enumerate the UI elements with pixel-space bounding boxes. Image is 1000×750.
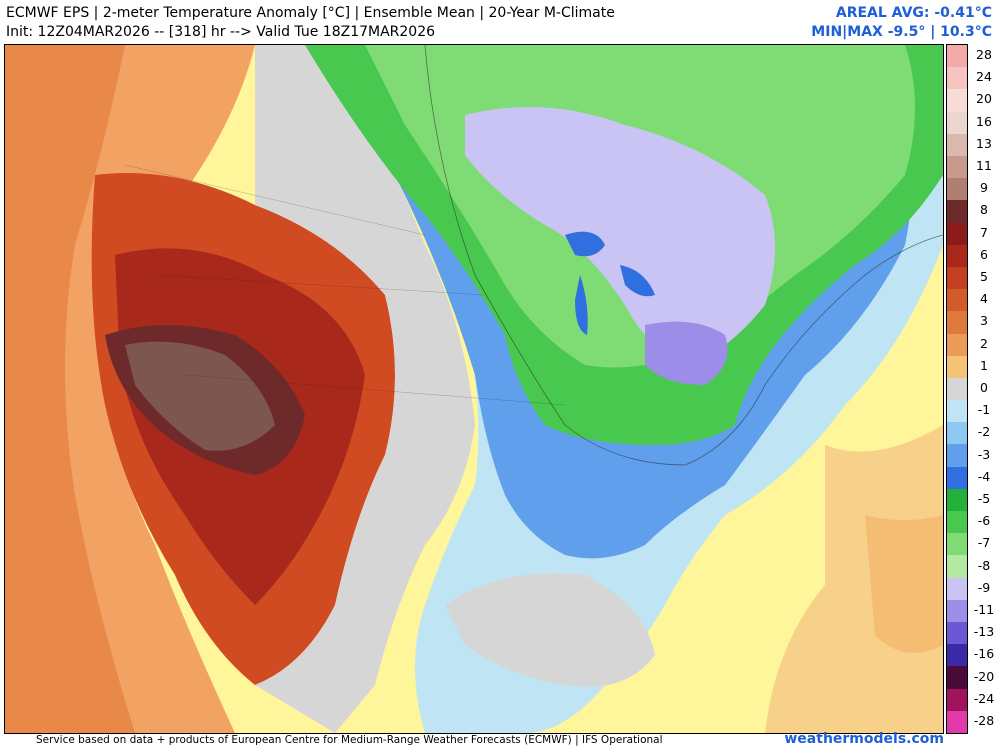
scale-label: -4 (977, 468, 991, 484)
scale-label: 3 (980, 313, 988, 329)
scale-label: -8 (977, 557, 991, 573)
scale-label: -5 (977, 490, 991, 506)
gulf-neutral (445, 573, 655, 687)
scale-label: -20 (973, 668, 995, 684)
scale-swatch (947, 155, 967, 179)
scale-swatch (947, 533, 967, 556)
scale-label: -3 (977, 446, 991, 462)
scale-swatch (947, 622, 967, 645)
scale-label: -1 (977, 402, 991, 418)
scale-label: 20 (976, 91, 992, 107)
anomaly-map-svg (5, 45, 943, 733)
scale-label: 16 (976, 113, 992, 129)
scale-swatch (947, 511, 967, 534)
scale-swatch (947, 666, 967, 690)
state-borders (124, 164, 566, 406)
scale-swatch (947, 333, 967, 357)
scale-label: -16 (973, 646, 995, 662)
scale-swatch (947, 688, 967, 712)
scale-swatch (947, 289, 967, 312)
neutral-band (255, 45, 475, 733)
scale-label: 11 (976, 158, 992, 174)
scale-label: 8 (980, 202, 988, 218)
scale-label: 13 (976, 135, 992, 151)
scale-swatch (947, 644, 967, 667)
scale-swatch (947, 422, 967, 445)
scale-label: 24 (976, 69, 992, 85)
scale-swatch (947, 111, 967, 135)
scale-label: -11 (973, 601, 995, 617)
scale-swatch (947, 178, 967, 201)
scale-swatch (947, 355, 967, 379)
coastline (424, 45, 943, 466)
scale-swatch (947, 244, 967, 268)
brand-link[interactable]: weathermodels.com (784, 731, 944, 747)
scale-swatch (947, 577, 967, 601)
great-lakes-cold-anomaly (465, 107, 775, 365)
ohio-valley-cold-core (645, 321, 728, 385)
scale-swatch (947, 555, 967, 579)
scale-label: 1 (980, 357, 988, 373)
min-max: MIN|MAX -9.5° | 10.3°C (811, 24, 992, 40)
scale-label: 7 (980, 224, 988, 240)
scale-swatch (947, 488, 967, 512)
scale-label: 2 (980, 335, 988, 351)
scale-swatch (947, 67, 967, 90)
areal-average: AREAL AVG: -0.41°C (835, 5, 992, 21)
great-basin-peak (125, 341, 275, 451)
scale-swatch (947, 89, 967, 113)
scale-label: -9 (977, 579, 991, 595)
scale-label: 9 (980, 180, 988, 196)
scale-label: 0 (980, 380, 988, 395)
scale-label: -28 (973, 712, 995, 728)
scale-swatch (947, 45, 967, 68)
scale-swatch (947, 222, 967, 246)
scale-label: 4 (980, 291, 988, 307)
scale-swatch (947, 444, 967, 468)
lake-superior (565, 231, 605, 257)
data-credit: Service based on data + products of Euro… (36, 734, 663, 746)
scale-label: -7 (977, 535, 991, 551)
scale-label: -2 (977, 424, 991, 440)
scale-label: 28 (976, 47, 992, 63)
scale-label: -13 (973, 624, 995, 640)
scale-label: -6 (977, 513, 991, 529)
pacific-warm-core (5, 45, 135, 733)
init-valid-time: Init: 12Z04MAR2026 -- [318] hr --> Valid… (6, 24, 436, 40)
map-header: ECMWF EPS | 2-meter Temperature Anomaly … (6, 4, 615, 42)
scale-swatch (947, 599, 967, 623)
scale-swatch (947, 466, 967, 490)
stats-panel: AREAL AVG: -0.41°C MIN|MAX -9.5° | 10.3°… (811, 4, 992, 42)
lake-michigan (575, 275, 588, 335)
atlantic-warm-field (765, 425, 943, 733)
atlantic-warm-core (865, 515, 943, 653)
scale-swatch (947, 710, 967, 734)
scale-swatch (947, 377, 967, 401)
scale-swatch (947, 311, 967, 334)
anomaly-map (4, 44, 944, 734)
scale-label: 6 (980, 246, 988, 262)
scale-label: -24 (973, 690, 995, 706)
lake-huron (620, 265, 655, 297)
scale-label: 5 (980, 269, 988, 285)
scale-swatch (947, 200, 967, 224)
scale-swatch (947, 266, 967, 290)
scale-swatch (947, 133, 967, 157)
scale-swatch (947, 400, 967, 423)
map-title: ECMWF EPS | 2-meter Temperature Anomaly … (6, 5, 615, 21)
color-scale-bar (946, 44, 968, 734)
